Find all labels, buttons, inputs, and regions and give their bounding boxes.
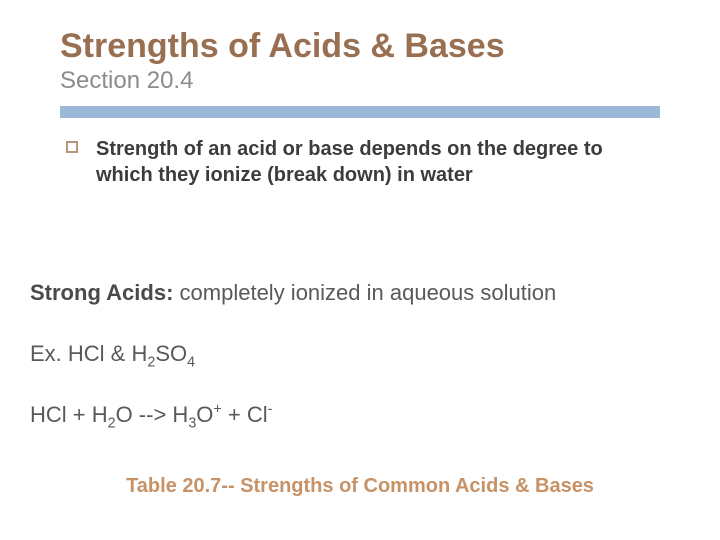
strong-acids-def: completely ionized in aqueous solution xyxy=(173,280,556,305)
slide-subtitle: Section 20.4 xyxy=(60,67,660,96)
footer-note: Table 20.7-- Strengths of Common Acids &… xyxy=(0,475,720,498)
horizontal-rule xyxy=(60,106,660,118)
equation-line: HCl + H2O --> H3O+ + Cl- xyxy=(30,400,660,431)
strong-acids-line: Strong Acids: completely ionized in aque… xyxy=(30,278,660,309)
example-line: Ex. HCl & H2SO4 xyxy=(30,339,660,370)
strong-acids-label: Strong Acids: xyxy=(30,280,173,305)
bullet-item: Strength of an acid or base depends on t… xyxy=(60,136,660,188)
title-block: Strengths of Acids & Bases Section 20.4 xyxy=(60,28,660,118)
slide-title: Strengths of Acids & Bases xyxy=(60,28,660,65)
bullet-text: Strength of an acid or base depends on t… xyxy=(96,136,660,188)
bullet-marker-icon xyxy=(66,141,78,153)
slide-container: Strengths of Acids & Bases Section 20.4 … xyxy=(0,0,720,451)
body-section: Strong Acids: completely ionized in aque… xyxy=(30,278,660,430)
